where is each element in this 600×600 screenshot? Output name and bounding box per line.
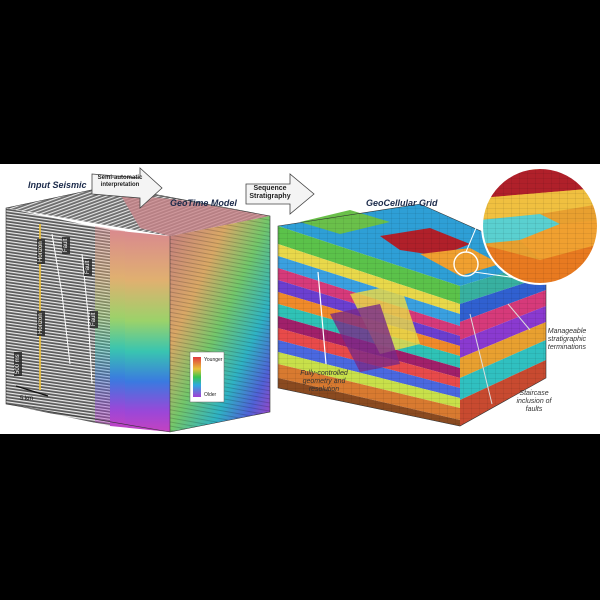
title-input-seismic: Input Seismic [28, 180, 87, 190]
arrow-label-sequence-stratigraphy: Sequence Stratigraphy [249, 185, 291, 200]
annotation-line-2 [469, 313, 493, 405]
legend-bottom-label: Older [204, 392, 217, 398]
diagram-stage: Input Seismic GeoTime Model GeoCellular … [0, 164, 600, 434]
note-staircase-faults: Staircase inclusion of faults [516, 390, 552, 413]
label-fault-a: Fault [84, 258, 92, 276]
arrow-sequence-stratigraphy [245, 173, 315, 215]
label-fault-c: Fault [62, 236, 70, 254]
annotation-line-3 [507, 303, 531, 331]
block-top-tint [120, 194, 270, 236]
legend-top-label: Younger [204, 357, 223, 363]
arrow-label-semi-automatic: Semi-automatic interpretation [97, 175, 143, 188]
fault-line-1 [51, 233, 71, 365]
scale-bar [15, 385, 49, 397]
label-vertical-scale: 500 ms [14, 352, 22, 376]
arrow-semi-automatic [91, 167, 163, 209]
blend-overlay [95, 226, 125, 427]
label-horizon-a: Horizon [37, 239, 45, 264]
note-fully-controlled: Fully-controlled geometry and resolution [300, 370, 348, 393]
grid-top-lines [278, 204, 546, 286]
grid-front-lines [278, 226, 460, 426]
title-geotime-model: GeoTime Model [170, 198, 237, 208]
label-fault-b: Fault [90, 310, 98, 328]
legend-color-bar [193, 357, 201, 397]
annotation-line-1 [317, 271, 327, 365]
zoom-inset [481, 167, 599, 285]
workflow-diagram [5, 167, 599, 433]
title-geocellular-grid: GeoCellular Grid [366, 198, 438, 208]
note-manageable-terminations: Manageable stratigraphic terminations [547, 328, 587, 351]
seismic-geotime-block [5, 185, 271, 433]
scale-label: 5 km [20, 396, 34, 402]
grid-side-lines [460, 260, 546, 426]
grid-outline [277, 203, 547, 427]
label-horizon-b: Horizon [37, 311, 45, 336]
geocellular-block [277, 167, 599, 427]
